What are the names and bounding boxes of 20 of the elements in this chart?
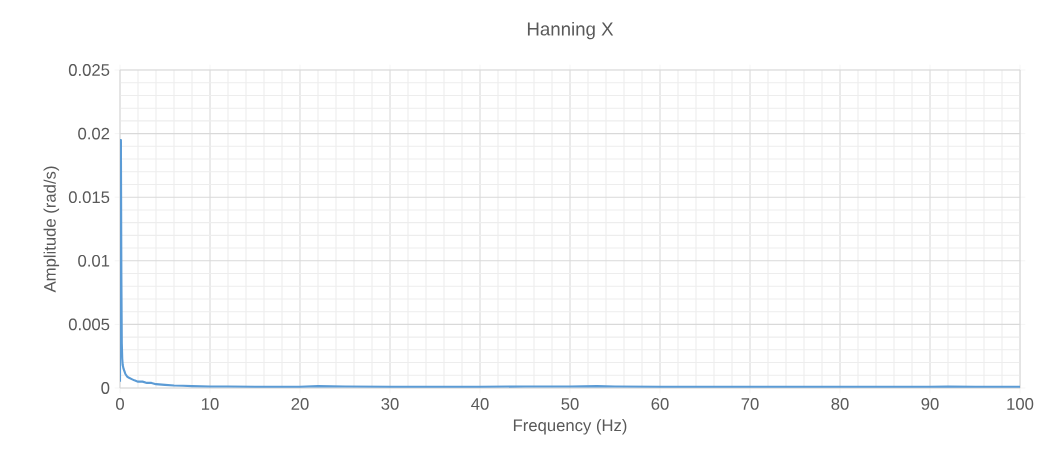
x-tick-label: 50 (561, 398, 579, 410)
y-tick-label: 0 (101, 382, 110, 394)
x-tick-label: 90 (921, 398, 939, 410)
y-tick-label: 0.005 (68, 318, 110, 331)
x-tick-label: 100 (1007, 398, 1034, 410)
x-tick-label: 60 (651, 398, 669, 410)
x-tick-label: 0 (116, 398, 124, 410)
x-tick-label: 30 (381, 398, 399, 410)
y-tick-label: 0.025 (68, 64, 110, 76)
y-tick-label: 0.015 (68, 191, 110, 204)
x-tick-label: 10 (202, 398, 219, 410)
chart-title: Hanning X (527, 21, 614, 40)
x-tick-label: 40 (471, 398, 489, 410)
y-tick-label: 0.01 (78, 254, 110, 267)
x-tick-label: 70 (741, 398, 759, 410)
x-tick-label: 80 (831, 398, 849, 410)
x-axis-title: Frequency (Hz) (513, 418, 627, 435)
x-tick-label: 20 (291, 398, 309, 410)
y-axis-title: Amplitude (rad/s) (43, 166, 60, 293)
y-tick-label: 0.02 (78, 127, 110, 140)
